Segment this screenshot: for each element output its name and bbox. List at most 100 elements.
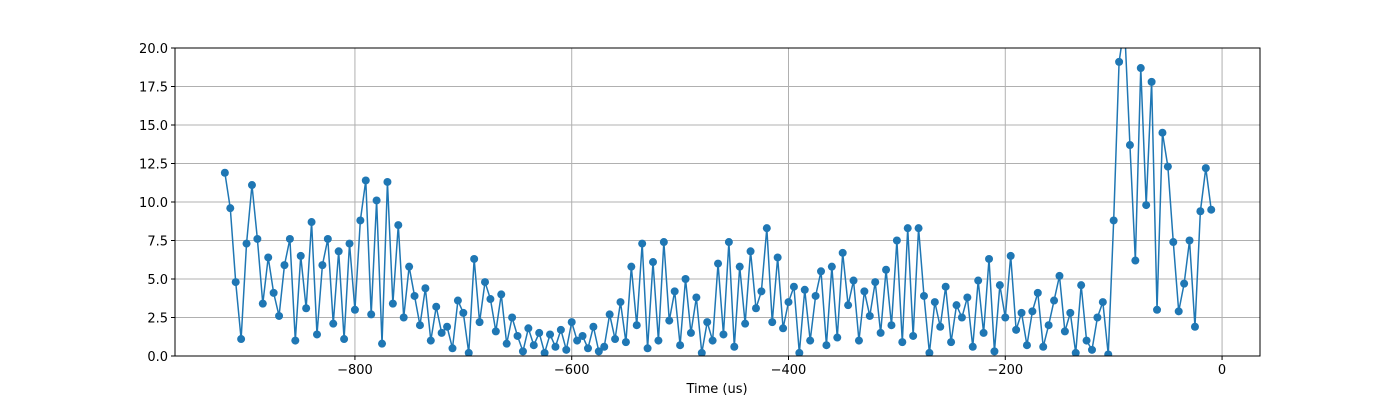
data-point [491, 327, 500, 336]
data-point [323, 234, 332, 243]
data-point [394, 221, 403, 230]
data-point [583, 344, 592, 353]
data-point [529, 341, 538, 350]
data-point [892, 236, 901, 245]
y-tick-label: 0.0 [147, 350, 168, 365]
data-point [724, 238, 733, 247]
data-point [1001, 313, 1010, 322]
data-point [578, 331, 587, 340]
data-point [540, 348, 549, 356]
data-point [822, 341, 831, 350]
data-point [1071, 348, 1080, 356]
data-point [1196, 207, 1205, 216]
data-point [285, 234, 294, 243]
data-point [1174, 307, 1183, 316]
data-point [497, 290, 506, 299]
y-tick-label: 2.5 [147, 312, 168, 327]
data-point [1033, 288, 1042, 297]
data-point [524, 324, 533, 333]
data-point [789, 282, 798, 291]
data-point [605, 310, 614, 319]
data-point [795, 348, 804, 356]
data-point [811, 291, 820, 300]
data-point [1077, 281, 1086, 290]
data-point [860, 287, 869, 296]
y-tick-label: 10.0 [139, 196, 168, 211]
x-tick-label: −600 [554, 363, 590, 378]
data-point [226, 204, 235, 213]
data-point [1087, 345, 1096, 354]
data-point [415, 321, 424, 330]
data-point [909, 331, 918, 340]
data-point [632, 321, 641, 330]
data-point [486, 295, 495, 304]
data-point [562, 345, 571, 354]
data-point [925, 348, 934, 356]
data-point [350, 305, 359, 314]
data-point [941, 282, 950, 291]
data-point [1060, 327, 1069, 336]
data-point [361, 176, 370, 185]
data-point [957, 313, 966, 322]
data-point [746, 247, 755, 256]
data-point [773, 253, 782, 262]
data-point [768, 318, 777, 327]
data-point [616, 298, 625, 307]
data-point [502, 339, 511, 348]
data-point [1098, 298, 1107, 307]
data-point [296, 251, 305, 260]
data-point [1044, 321, 1053, 330]
data-point [714, 259, 723, 268]
data-point [1185, 236, 1194, 245]
data-point [876, 328, 885, 337]
data-point [356, 216, 365, 225]
data-point [806, 336, 815, 345]
data-point [854, 336, 863, 345]
data-point [459, 308, 468, 317]
data-point [871, 278, 880, 287]
data-point [556, 325, 565, 334]
data-point [1039, 342, 1048, 351]
data-point [367, 310, 376, 319]
data-point [757, 287, 766, 296]
data-point [1201, 164, 1210, 173]
data-point [302, 304, 311, 313]
data-point [1142, 201, 1151, 210]
data-point [730, 342, 739, 351]
data-point [1147, 77, 1156, 86]
data-point [291, 336, 300, 345]
data-point [735, 262, 744, 271]
data-point [898, 338, 907, 347]
x-tick-label: −400 [771, 363, 807, 378]
data-point [903, 224, 912, 233]
x-tick-label: −200 [987, 363, 1023, 378]
data-point [681, 275, 690, 283]
data-point [546, 330, 555, 339]
data-point [448, 344, 457, 353]
y-tick-label: 5.0 [147, 273, 168, 288]
data-point [659, 238, 668, 247]
data-point [237, 335, 246, 344]
data-point [345, 239, 354, 248]
data-point [1136, 64, 1145, 73]
data-point [470, 254, 479, 263]
data-point [1109, 216, 1118, 225]
data-point [779, 324, 788, 333]
data-point [882, 265, 891, 274]
y-tick-label: 12.5 [139, 158, 168, 173]
data-point [231, 278, 240, 287]
data-point [388, 299, 397, 308]
data-point [1180, 279, 1189, 288]
data-point [481, 278, 489, 287]
data-line [224, 48, 1212, 356]
x-axis-label: Time (us) [685, 382, 747, 397]
data-point [437, 328, 446, 337]
data-point [1066, 308, 1075, 317]
data-point [1158, 128, 1167, 137]
data-point [318, 261, 327, 270]
data-point [1093, 313, 1102, 322]
data-point [741, 319, 750, 328]
data-point [1131, 256, 1140, 265]
data-point [952, 301, 961, 310]
